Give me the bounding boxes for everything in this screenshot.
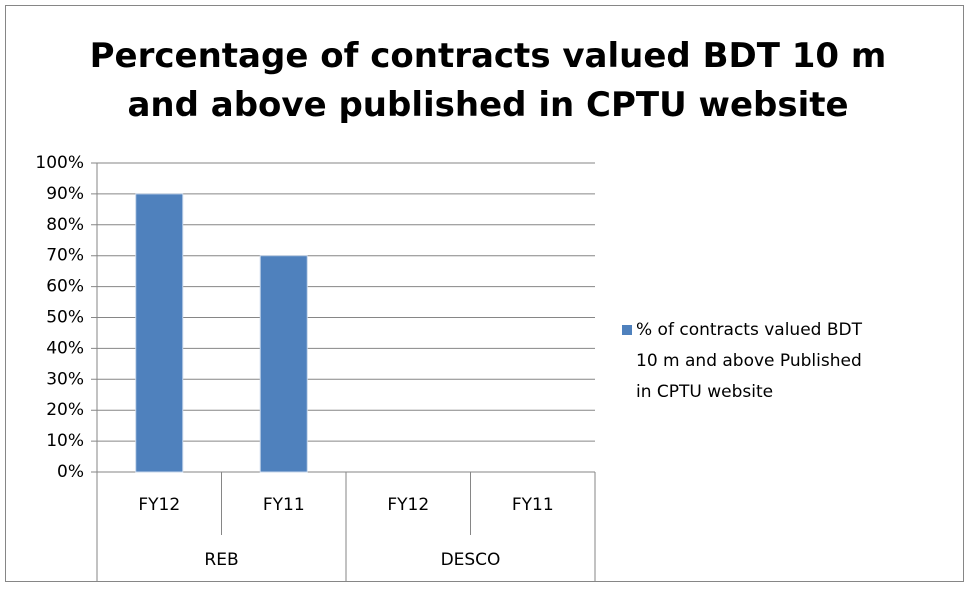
bar xyxy=(135,193,184,473)
y-tick-label: 20% xyxy=(46,400,84,420)
legend-swatch xyxy=(622,325,632,335)
x-tick-label: FY12 xyxy=(387,495,429,515)
y-tick-label: 50% xyxy=(46,308,84,328)
group-label: DESCO xyxy=(441,550,501,570)
group-label: REB xyxy=(204,550,238,570)
y-tick-label: 80% xyxy=(46,215,84,235)
legend-label: % of contracts valued BDT 10 m and above … xyxy=(636,320,863,402)
y-tick-label: 70% xyxy=(46,246,84,266)
y-tick-label: 100% xyxy=(35,153,84,173)
y-tick-label: 0% xyxy=(57,462,84,482)
bar xyxy=(259,255,308,473)
x-tick-label: FY12 xyxy=(138,495,180,515)
y-tick-label: 10% xyxy=(46,431,84,451)
y-tick-label: 90% xyxy=(46,184,84,204)
y-tick-label: 40% xyxy=(46,338,84,358)
y-tick-label: 30% xyxy=(46,369,84,389)
x-tick-label: FY11 xyxy=(263,495,305,515)
y-tick-label: 60% xyxy=(46,277,84,297)
x-tick-label: FY11 xyxy=(512,495,554,515)
